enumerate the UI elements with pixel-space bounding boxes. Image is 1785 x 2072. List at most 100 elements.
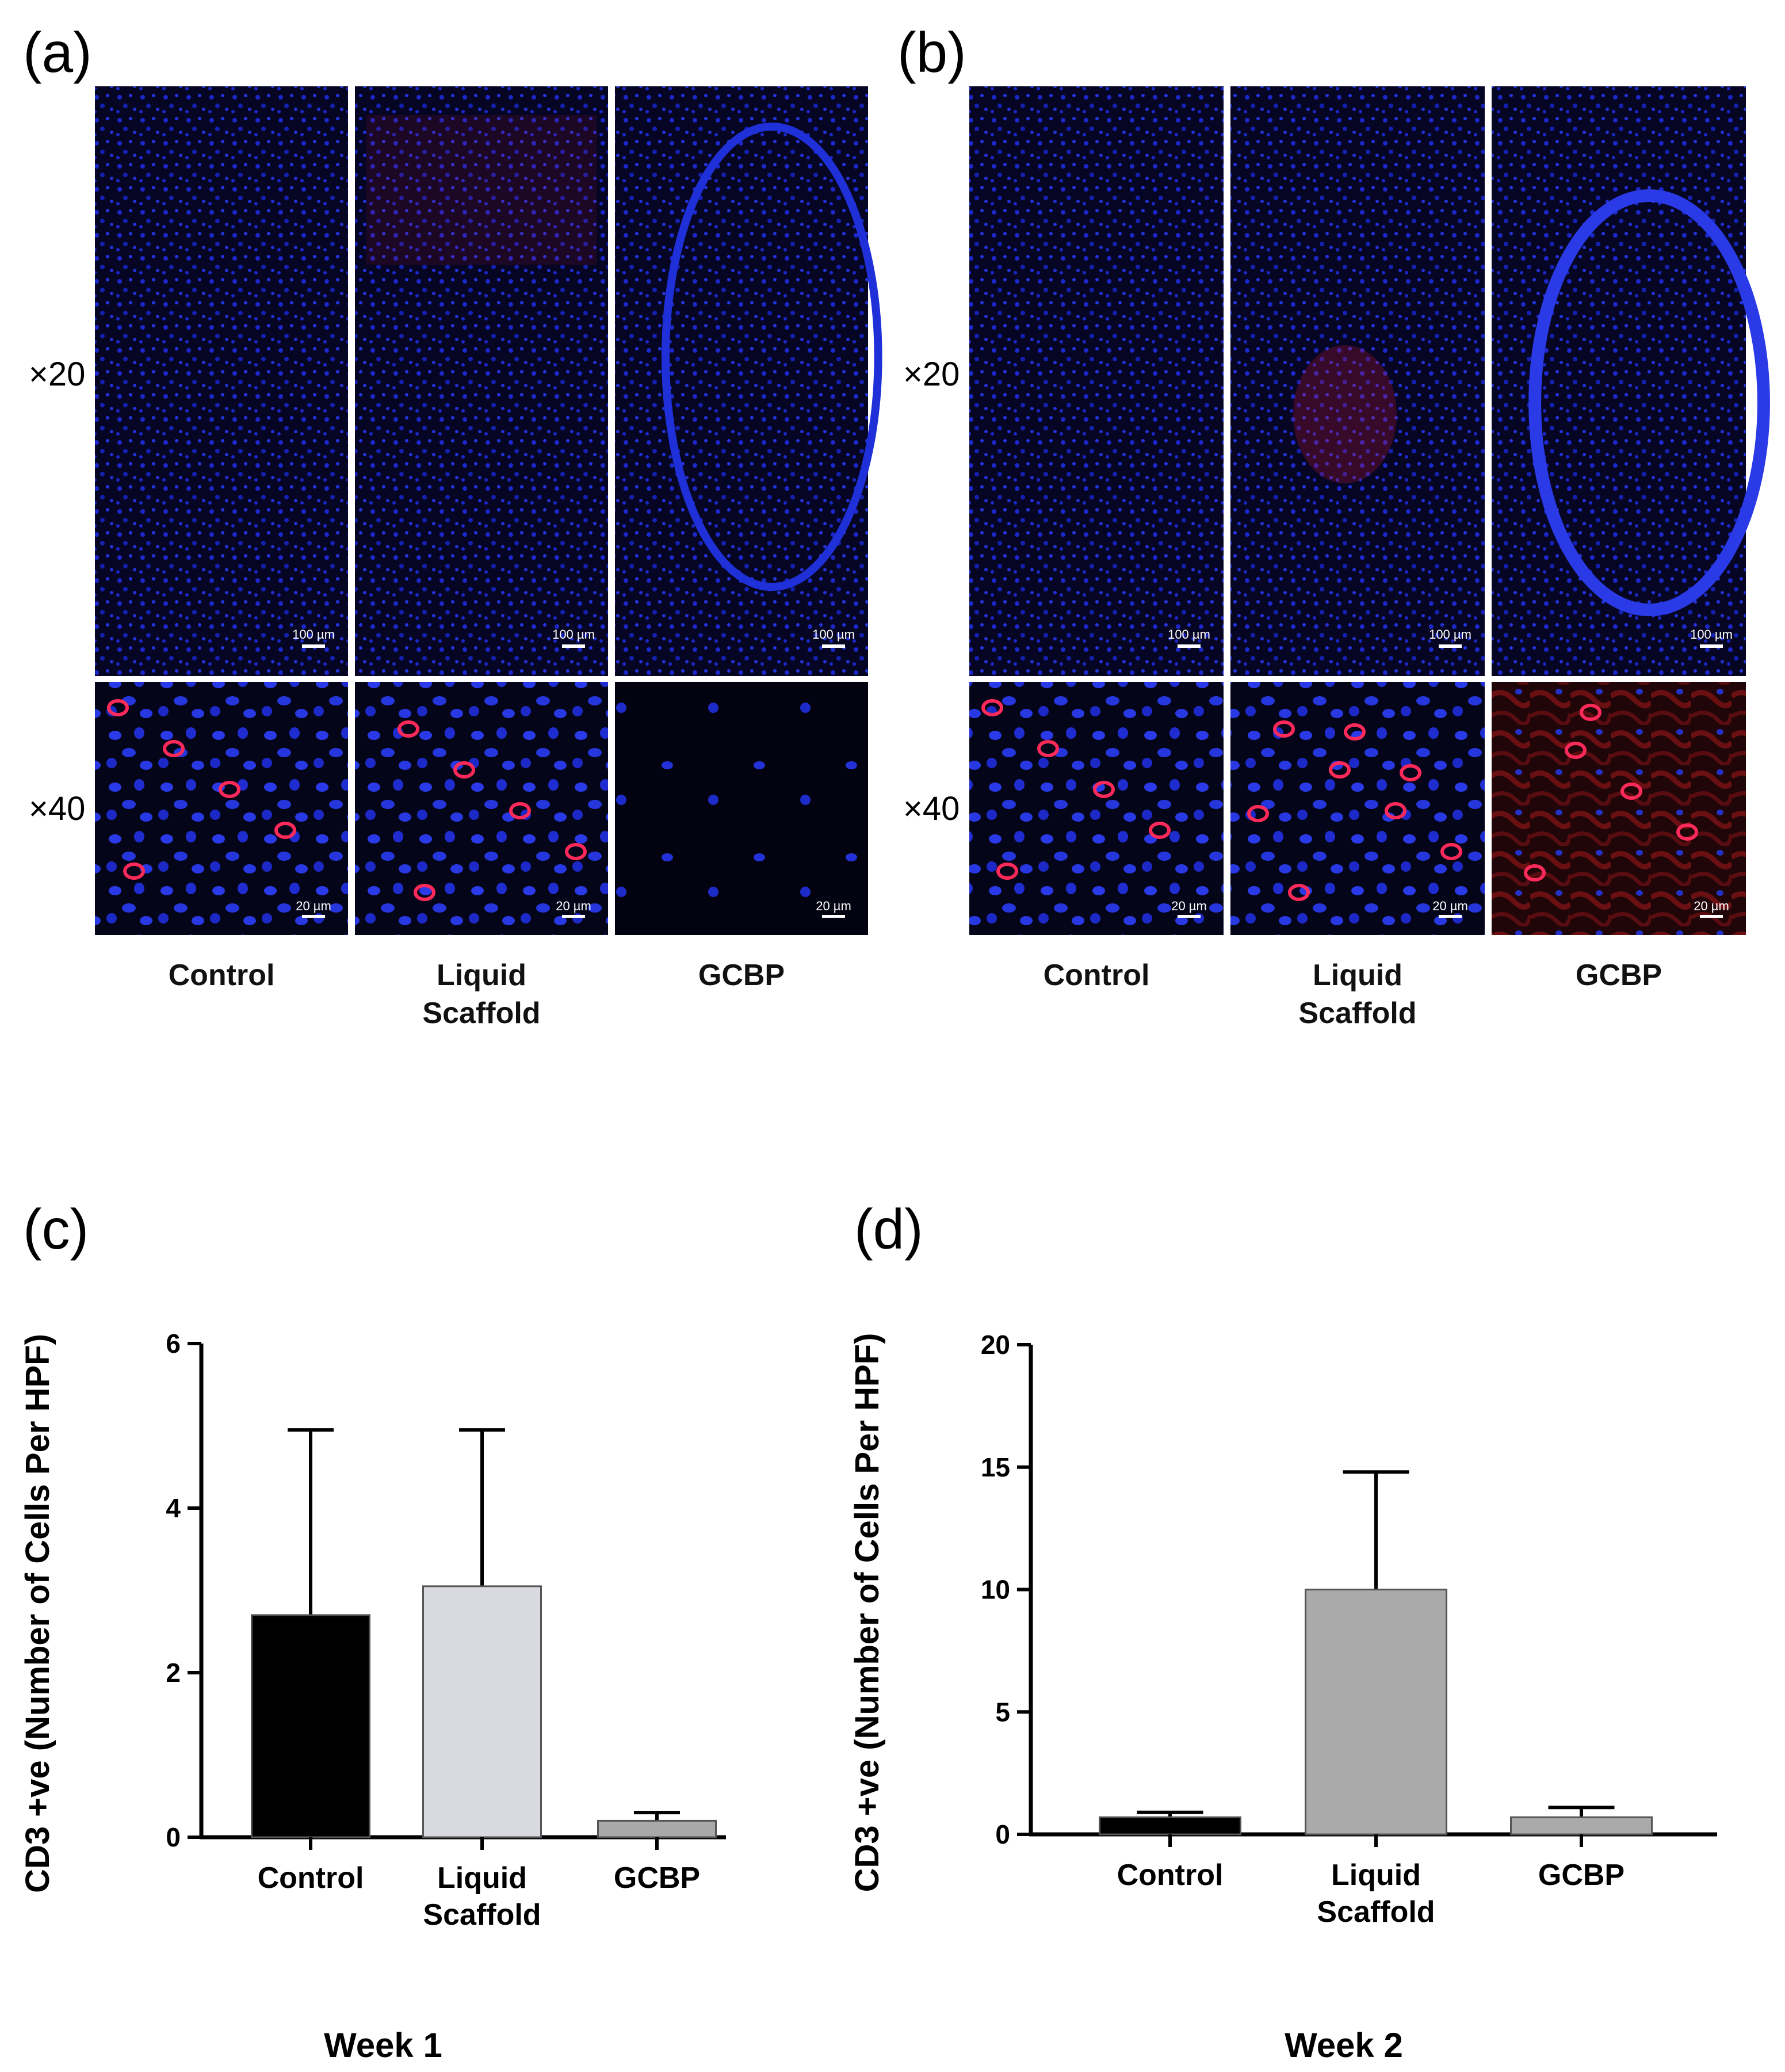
cd3-positive-cell — [1329, 761, 1351, 779]
y-tick-label: 10 — [981, 1575, 1010, 1605]
y-axis-label: CD3 +ve (Number of Cells Per HPF) — [19, 1334, 56, 1893]
y-tick-label: 5 — [995, 1697, 1010, 1727]
cd3-positive-cell — [274, 822, 296, 839]
cd3-positive-cell — [1580, 704, 1601, 721]
cd3-positive-cell — [1620, 783, 1642, 800]
group-label: Liquid — [437, 959, 526, 992]
cd3-positive-cell — [1037, 740, 1059, 757]
y-tick-label: 15 — [981, 1452, 1010, 1482]
y-axis-label: CD3 +ve (Number of Cells Per HPF) — [848, 1333, 886, 1892]
micrograph-40x-2 — [355, 682, 608, 935]
category-label: Scaffold — [1317, 1895, 1435, 1929]
scale-bar-label-20x: 100 µm — [812, 627, 855, 642]
scale-bar-label-20x: 100 µm — [1168, 627, 1210, 642]
scale-bar-20x — [1700, 644, 1723, 648]
micrograph-40x-1 — [969, 682, 1224, 935]
scale-bar-label-40x: 20 µm — [816, 899, 851, 913]
cd3-positive-cell — [1676, 823, 1698, 841]
scale-bar-label-40x: 20 µm — [1432, 899, 1468, 913]
category-label: Control — [258, 1861, 364, 1895]
cd3-positive-cell — [1524, 864, 1546, 882]
micrograph-40x-2 — [1230, 682, 1485, 935]
y-tick-label: 4 — [166, 1493, 181, 1523]
magnification-label-top: ×20 — [29, 356, 85, 393]
micrograph-20x-1 — [95, 86, 348, 676]
y-tick-label: 6 — [166, 1329, 181, 1359]
scale-bar-40x — [822, 915, 845, 918]
cd3-positive-cell — [1273, 720, 1295, 738]
scale-bar-label-40x: 20 µm — [556, 899, 591, 913]
cd3-positive-cell — [509, 802, 531, 819]
scale-bar-label-20x: 100 µm — [1690, 627, 1733, 642]
bar-1 — [251, 1614, 370, 1838]
bar-2 — [422, 1585, 542, 1838]
cd3-positive-cell — [397, 720, 419, 738]
group-label: GCBP — [1576, 959, 1662, 992]
group-label: Control — [1044, 959, 1150, 992]
magnification-label-bottom: ×40 — [903, 790, 960, 827]
cd3-positive-cell — [981, 699, 1003, 716]
x-axis-title: Week 1 — [324, 2026, 442, 2065]
panel-letter: (a) — [23, 21, 92, 84]
cd3-positive-cell — [1385, 802, 1406, 819]
scale-bar-40x — [302, 915, 325, 918]
category-label: Liquid — [437, 1861, 527, 1895]
scale-bar-label-20x: 100 µm — [1429, 627, 1471, 642]
magnification-label-bottom: ×40 — [29, 790, 85, 827]
cd3-positive-cell — [453, 761, 475, 779]
cd3-positive-cell — [414, 884, 435, 901]
bar-3 — [597, 1819, 717, 1838]
cd3-positive-cell — [163, 740, 185, 757]
group-label: Control — [169, 959, 275, 992]
scale-bar-label-40x: 20 µm — [1694, 899, 1729, 913]
cd3-positive-cell — [1093, 781, 1115, 798]
cd3-positive-cell — [219, 781, 240, 798]
scale-bar-40x — [1700, 915, 1723, 918]
x-axis-title: Week 2 — [1285, 2026, 1403, 2065]
y-tick-label: 2 — [166, 1658, 181, 1688]
scale-bar-label-20x: 100 µm — [292, 627, 335, 642]
tissue-outline — [1528, 189, 1770, 616]
tissue-outline — [662, 123, 882, 591]
cd3-positive-cell — [1400, 764, 1421, 781]
cd3-positive-cell — [1565, 742, 1587, 759]
scale-bar-40x — [1178, 915, 1201, 918]
category-label: Liquid — [1331, 1859, 1421, 1892]
cd3-positive-cell — [1288, 884, 1310, 901]
cd3-positive-cell — [1440, 843, 1462, 860]
panel-letter: (c) — [23, 1197, 89, 1261]
micrograph-20x-2 — [1230, 86, 1485, 676]
micrograph-40x-3 — [615, 682, 868, 935]
panel-letter: (b) — [897, 21, 966, 84]
cd3-positive-cell — [107, 699, 129, 716]
micrograph-40x-1 — [95, 682, 348, 935]
scale-bar-label-40x: 20 µm — [296, 899, 331, 913]
cd3-positive-cell — [1247, 805, 1269, 822]
group-label: Liquid — [1313, 959, 1402, 992]
scale-bar-20x — [822, 644, 845, 648]
bar-3 — [1510, 1816, 1653, 1836]
panel-b-micrographs: (b) ×20 ×40 100 µm 20 µm Control 100 µm 20 µm Li… — [897, 21, 1770, 1030]
micrograph-20x-2 — [355, 86, 608, 676]
scale-bar-label-40x: 20 µm — [1171, 899, 1207, 913]
magnification-label-top: ×20 — [903, 356, 960, 393]
red-stain-region — [366, 115, 597, 265]
scale-bar-20x — [302, 644, 325, 648]
cd3-positive-cell — [996, 863, 1018, 880]
cd3-positive-cell — [123, 863, 145, 880]
y-tick-label: 0 — [166, 1822, 181, 1852]
scale-bar-20x — [1178, 644, 1201, 648]
y-tick-label: 20 — [981, 1330, 1010, 1360]
category-label: GCBP — [1538, 1859, 1625, 1892]
group-label: Scaffold — [1298, 997, 1416, 1030]
scale-bar-40x — [562, 915, 585, 918]
bar-2 — [1305, 1589, 1447, 1836]
category-label: GCBP — [614, 1861, 700, 1895]
micrograph-20x-3 — [615, 86, 868, 676]
scale-bar-20x — [562, 644, 585, 648]
y-tick-label: 0 — [995, 1819, 1010, 1849]
group-label: Scaffold — [422, 997, 540, 1030]
